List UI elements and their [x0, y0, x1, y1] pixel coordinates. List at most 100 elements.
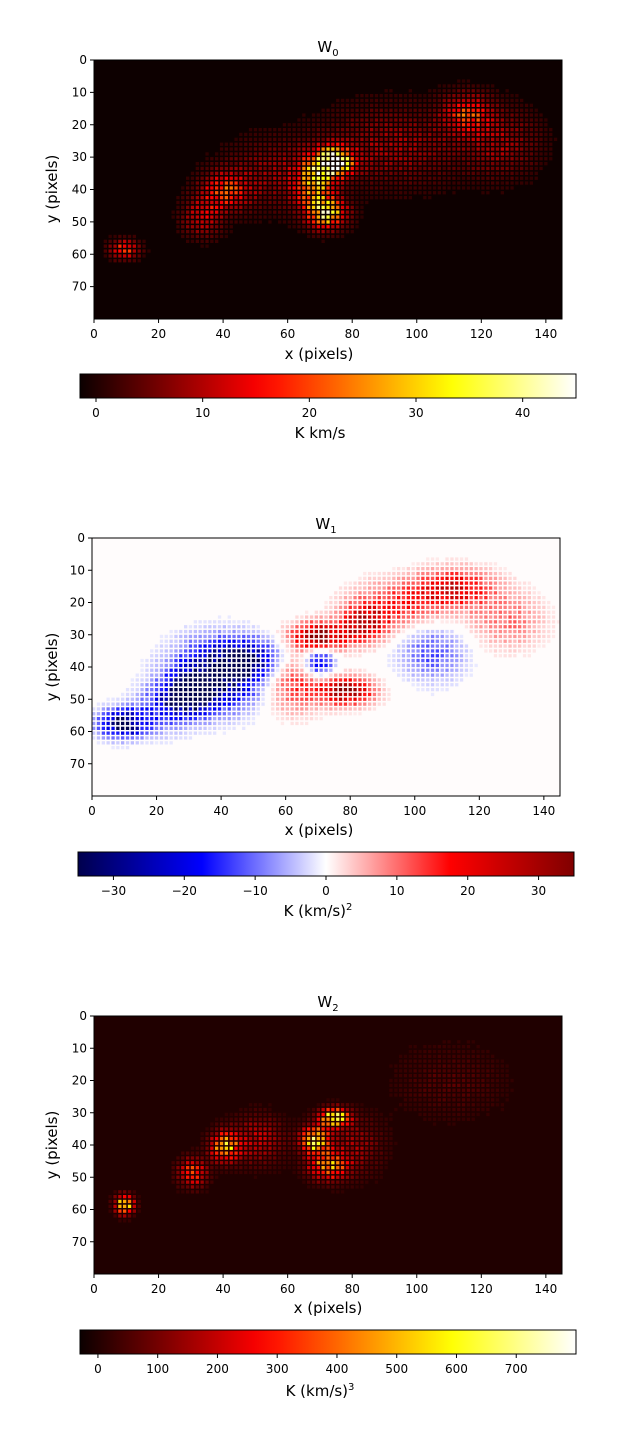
heatmap-cell — [377, 683, 381, 687]
heatmap-cell — [258, 1146, 262, 1150]
heatmap-cell — [311, 1122, 316, 1126]
heatmap-cell — [331, 1156, 335, 1160]
heatmap-cell — [348, 639, 352, 643]
heatmap-cell — [452, 89, 456, 93]
heatmap-cell — [476, 147, 480, 151]
heatmap-cell — [394, 1069, 398, 1073]
heatmap-cell — [450, 658, 454, 663]
colorbar-tick-label: 40 — [515, 406, 530, 420]
heatmap-cell — [244, 220, 248, 224]
heatmap-cell — [307, 220, 311, 224]
heatmap-cell — [455, 571, 459, 576]
heatmap-cell — [123, 1204, 127, 1208]
heatmap-cell — [520, 118, 524, 122]
heatmap-cell — [486, 1078, 490, 1083]
heatmap-cell — [455, 620, 459, 624]
heatmap-cell — [154, 678, 159, 682]
heatmap-cell — [219, 1141, 224, 1146]
heatmap-cell — [302, 123, 306, 127]
heatmap-cell — [418, 147, 422, 151]
heatmap-cell — [246, 644, 251, 648]
heatmap-cell — [520, 128, 524, 132]
heatmap-cell — [450, 639, 454, 643]
heatmap-cell — [450, 673, 454, 677]
heatmap-cell — [205, 239, 209, 243]
heatmap-cell — [450, 678, 454, 682]
heatmap-cell — [421, 644, 425, 648]
heatmap-cell — [261, 692, 265, 697]
heatmap-cell — [428, 1103, 432, 1107]
heatmap-cell — [331, 132, 335, 137]
heatmap-cell — [466, 1064, 471, 1068]
heatmap-cell — [343, 615, 348, 619]
heatmap-cell — [479, 567, 483, 571]
heatmap-cell — [334, 707, 338, 711]
heatmap-cell — [224, 220, 228, 224]
heatmap-cell — [343, 712, 348, 716]
heatmap-cell — [101, 702, 105, 706]
heatmap-cell — [505, 108, 509, 112]
heatmap-cell — [278, 220, 282, 224]
heatmap-cell — [285, 702, 289, 706]
heatmap-cell — [326, 108, 330, 112]
heatmap-cell — [210, 1151, 214, 1155]
heatmap-cell — [435, 591, 439, 595]
heatmap-cell — [263, 157, 267, 161]
heatmap-cell — [311, 1112, 316, 1117]
heatmap-cell — [426, 600, 430, 605]
heatmap-cell — [508, 596, 512, 600]
heatmap-cell — [171, 1161, 175, 1165]
heatmap-cell — [280, 688, 285, 692]
heatmap-cell — [539, 128, 543, 132]
heatmap-cell — [222, 654, 226, 658]
heatmap-cell — [290, 697, 294, 701]
heatmap-cell — [222, 673, 226, 677]
heatmap-cell — [379, 191, 383, 195]
heatmap-cell — [532, 591, 536, 595]
heatmap-cell — [498, 649, 502, 653]
heatmap-cell — [251, 678, 256, 682]
heatmap-cell — [184, 707, 188, 711]
heatmap-cell — [176, 230, 180, 234]
heatmap-cell — [300, 654, 304, 658]
heatmap-cell — [256, 707, 260, 711]
heatmap-cell — [450, 683, 454, 687]
heatmap-cell — [326, 128, 330, 132]
heatmap-cell — [145, 673, 149, 677]
heatmap-cell — [479, 596, 483, 600]
heatmap-cell — [273, 1156, 277, 1160]
heatmap-cell — [513, 586, 517, 590]
heatmap-cell — [447, 157, 451, 161]
heatmap-cell — [403, 171, 408, 175]
heatmap-cell — [338, 625, 343, 629]
heatmap-cell — [324, 654, 328, 658]
heatmap-cell — [505, 166, 509, 171]
heatmap-cell — [382, 697, 386, 701]
heatmap-cell — [215, 230, 219, 234]
heatmap-cell — [423, 132, 427, 137]
heatmap-cell — [474, 625, 478, 629]
heatmap-cell — [358, 673, 362, 677]
heatmap-cell — [387, 576, 391, 580]
heatmap-cell — [452, 142, 456, 146]
heatmap-cell — [150, 683, 154, 687]
heatmap-cell — [336, 205, 340, 209]
heatmap-cell — [416, 610, 420, 614]
heatmap-cell — [539, 147, 543, 151]
heatmap-cell — [331, 1161, 335, 1165]
heatmap-cell — [360, 98, 364, 103]
heatmap-cell — [331, 230, 335, 234]
heatmap-cell — [276, 649, 280, 653]
heatmap-cell — [246, 649, 251, 653]
heatmap-cell — [137, 244, 141, 248]
heatmap-cell — [403, 123, 408, 127]
heatmap-cell — [282, 1132, 287, 1136]
heatmap-cell — [273, 176, 277, 180]
heatmap-cell — [208, 712, 212, 716]
heatmap-cell — [350, 1127, 354, 1131]
heatmap-cell — [435, 567, 439, 571]
heatmap-cell — [500, 1093, 504, 1097]
heatmap-cell — [222, 712, 226, 716]
heatmap-cell — [258, 1112, 262, 1117]
heatmap-cell — [368, 688, 372, 692]
